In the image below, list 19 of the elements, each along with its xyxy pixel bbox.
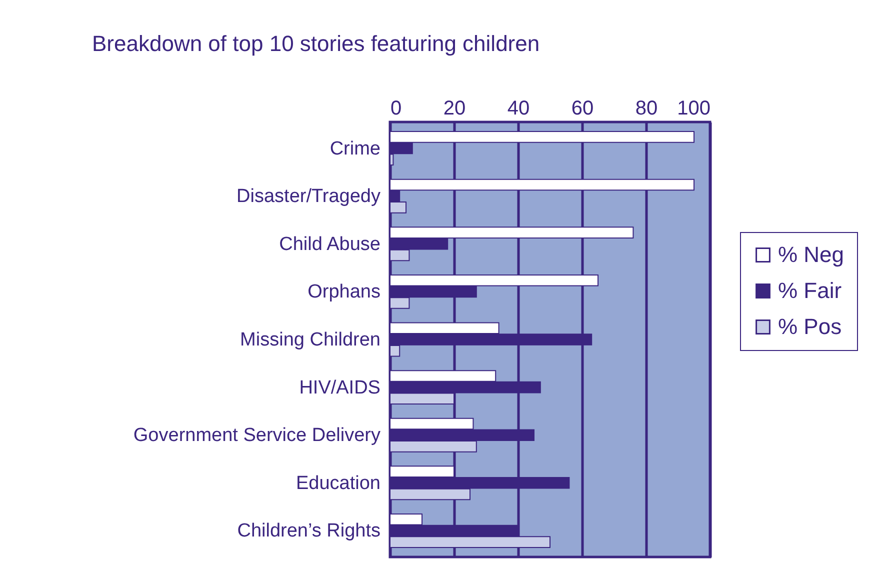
y-tick-label: Disaster/Tragedy [236,186,381,208]
y-tick-label: Missing Children [240,330,380,350]
y-tick-label: Crime [330,138,380,160]
legend-label: % Neg [778,242,844,267]
x-tick-label: 80 [635,98,658,120]
y-tick-label: Government Service Delivery [133,425,381,446]
y-tick-label: Education [296,472,380,494]
y-tick-label: Child Abuse [279,234,380,255]
y-tick-label: HIV/AIDS [299,377,380,398]
x-tick-label: 100 [677,98,710,120]
x-tick-label: 20 [443,98,466,120]
chart-title: Breakdown of top 10 stories featuring children [92,31,540,56]
x-tick-label: 60 [571,98,594,120]
y-tick-label: Orphans [308,282,380,303]
y-tick-label: Children’s Rights [237,520,380,542]
legend-label: % Pos [778,314,842,339]
x-tick-label: 0 [390,98,402,120]
x-tick-label: 40 [507,98,530,120]
legend-label: % Fair [778,278,842,303]
